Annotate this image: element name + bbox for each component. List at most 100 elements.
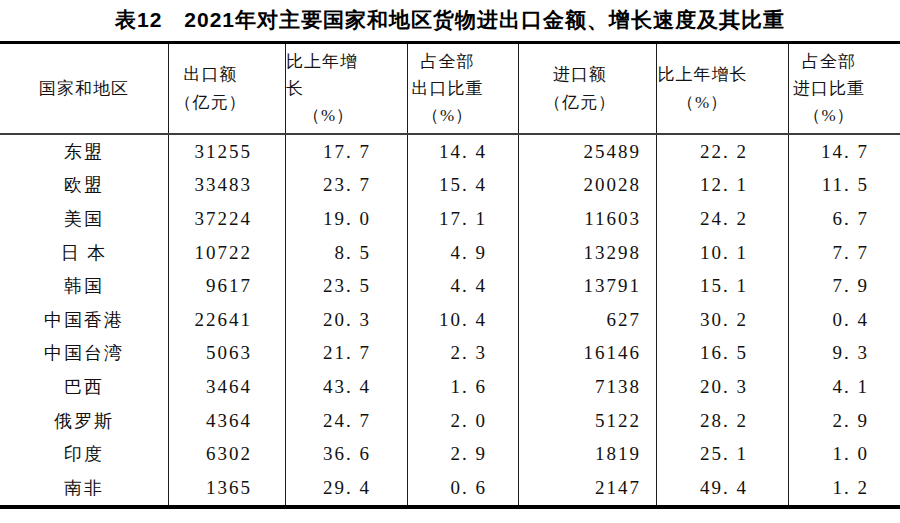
column-header-line: 进口比重 [793, 75, 865, 102]
value-cell: 9617 [168, 269, 285, 303]
value-cell: 33483 [168, 169, 285, 203]
value-cell: 16. 5 [656, 337, 788, 371]
value-cell: 5063 [168, 337, 285, 371]
region-cell: 中国香港 [0, 303, 168, 337]
value-cell: 20. 3 [285, 303, 407, 337]
value-cell: 2. 0 [407, 404, 518, 438]
value-cell: 24. 7 [285, 404, 407, 438]
table-title: 表12 2021年对主要国家和地区货物进出口金额、增长速度及其比重 [0, 6, 900, 34]
value-cell: 11. 5 [788, 169, 900, 203]
table-row: 中国香港2264120. 310. 462730. 20. 4 [0, 303, 900, 337]
column-header-line: 出口比重 [412, 75, 484, 102]
region-cell: 东盟 [0, 135, 168, 169]
value-cell: 21. 7 [285, 337, 407, 371]
value-cell: 19. 0 [285, 202, 407, 236]
value-cell: 28. 2 [656, 404, 788, 438]
column-header-line: （%） [677, 89, 728, 116]
column-header-export-growth: 比上年增长（%） [285, 44, 407, 133]
value-cell: 0. 4 [788, 303, 900, 337]
value-cell: 1. 0 [788, 437, 900, 471]
value-cell: 30. 2 [656, 303, 788, 337]
value-cell: 10722 [168, 236, 285, 270]
value-cell: 0. 6 [407, 471, 518, 505]
value-cell: 24. 2 [656, 202, 788, 236]
table-row: 俄罗斯436424. 72. 0512228. 22. 9 [0, 404, 900, 438]
value-cell: 6. 7 [788, 202, 900, 236]
value-cell: 20028 [518, 169, 656, 203]
table-row: 美国3722419. 017. 11160324. 26. 7 [0, 202, 900, 236]
value-cell: 2. 9 [407, 437, 518, 471]
column-header-line: 国家和地区 [39, 75, 129, 102]
column-header-line: 比上年增长 [658, 61, 748, 88]
column-header-line: 占全部 [421, 48, 475, 75]
data-table: 国家和地区出口额（亿元）比上年增长（%）占全部出口比重（%）进口额（亿元）比上年… [0, 41, 900, 509]
value-cell: 5122 [518, 404, 656, 438]
table-row: 中国台湾506321. 72. 31614616. 59. 3 [0, 337, 900, 371]
column-header-line: （%） [422, 102, 473, 129]
table-body: 东盟3125517. 714. 42548922. 214. 7欧盟334832… [0, 135, 900, 505]
value-cell: 7. 7 [788, 236, 900, 270]
value-cell: 13791 [518, 269, 656, 303]
column-header-line: （亿元） [544, 89, 616, 116]
value-cell: 36. 6 [285, 437, 407, 471]
region-cell: 日 本 [0, 236, 168, 270]
value-cell: 7138 [518, 370, 656, 404]
value-cell: 14. 4 [407, 135, 518, 169]
value-cell: 37224 [168, 202, 285, 236]
column-header-import-share: 占全部进口比重（%） [788, 44, 900, 133]
value-cell: 1819 [518, 437, 656, 471]
value-cell: 627 [518, 303, 656, 337]
column-header-export-share: 占全部出口比重（%） [407, 44, 518, 133]
region-cell: 巴西 [0, 370, 168, 404]
value-cell: 1. 2 [788, 471, 900, 505]
value-cell: 17. 7 [285, 135, 407, 169]
value-cell: 4364 [168, 404, 285, 438]
column-header-line: （%） [303, 102, 354, 129]
value-cell: 6302 [168, 437, 285, 471]
column-header-region: 国家和地区 [0, 44, 168, 133]
value-cell: 23. 7 [285, 169, 407, 203]
column-header-line: 进口额 [553, 61, 607, 88]
value-cell: 25. 1 [656, 437, 788, 471]
value-cell: 4. 9 [407, 236, 518, 270]
table-row: 韩国961723. 54. 41379115. 17. 9 [0, 269, 900, 303]
document-page: 表12 2021年对主要国家和地区货物进出口金额、增长速度及其比重 国家和地区 出… [0, 0, 900, 523]
table-row: 南非136529. 40. 6214749. 41. 2 [0, 471, 900, 505]
value-cell: 10. 1 [656, 236, 788, 270]
column-header-import-value: 进口额（亿元） [518, 44, 656, 133]
value-cell: 17. 1 [407, 202, 518, 236]
value-cell: 8. 5 [285, 236, 407, 270]
table-row: 日 本107228. 54. 91329810. 17. 7 [0, 236, 900, 270]
value-cell: 1. 6 [407, 370, 518, 404]
region-cell: 韩国 [0, 269, 168, 303]
column-header-line: （%） [803, 102, 854, 129]
region-cell: 俄罗斯 [0, 404, 168, 438]
value-cell: 16146 [518, 337, 656, 371]
column-header-import-growth: 比上年增长（%） [656, 44, 788, 133]
value-cell: 10. 4 [407, 303, 518, 337]
value-cell: 1365 [168, 471, 285, 505]
value-cell: 11603 [518, 202, 656, 236]
region-cell: 印度 [0, 437, 168, 471]
value-cell: 22. 2 [656, 135, 788, 169]
value-cell: 2. 9 [788, 404, 900, 438]
table-row: 欧盟3348323. 715. 42002812. 111. 5 [0, 169, 900, 203]
value-cell: 13298 [518, 236, 656, 270]
region-cell: 中国台湾 [0, 337, 168, 371]
value-cell: 2147 [518, 471, 656, 505]
value-cell: 43. 4 [285, 370, 407, 404]
value-cell: 31255 [168, 135, 285, 169]
table-row: 东盟3125517. 714. 42548922. 214. 7 [0, 135, 900, 169]
table-header-row: 国家和地区出口额（亿元）比上年增长（%）占全部出口比重（%）进口额（亿元）比上年… [0, 44, 900, 135]
value-cell: 4. 1 [788, 370, 900, 404]
value-cell: 23. 5 [285, 269, 407, 303]
value-cell: 14. 7 [788, 135, 900, 169]
value-cell: 9. 3 [788, 337, 900, 371]
value-cell: 49. 4 [656, 471, 788, 505]
column-header-line: 比上年增长 [286, 48, 371, 102]
table-row: 印度630236. 62. 9181925. 11. 0 [0, 437, 900, 471]
region-cell: 美国 [0, 202, 168, 236]
column-header-line: （亿元） [175, 89, 247, 116]
table-row: 巴西346443. 41. 6713820. 34. 1 [0, 370, 900, 404]
column-header-line: 出口额 [184, 61, 238, 88]
